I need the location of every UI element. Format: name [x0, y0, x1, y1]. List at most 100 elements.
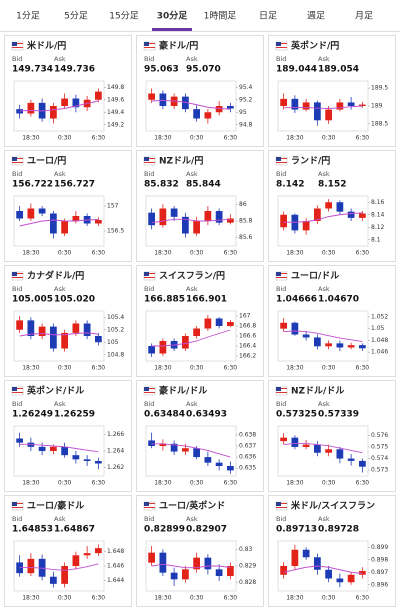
candle-body — [291, 98, 299, 110]
y-tick-label: 189.5 — [371, 85, 388, 92]
tab[interactable]: 15分足 — [109, 11, 138, 22]
moving-average-line — [283, 565, 363, 574]
bid-label: Bid — [144, 170, 154, 178]
tab[interactable]: 5分足 — [64, 11, 88, 22]
flag-part — [149, 158, 155, 159]
flag-part — [12, 272, 17, 276]
y-tick-label: 149.4 — [107, 109, 124, 116]
x-tick-label: 6:30 — [356, 480, 370, 487]
x-tick-label: 6:30 — [92, 365, 106, 372]
moving-average-line — [19, 100, 99, 112]
moving-average-line — [151, 99, 231, 110]
ask-label: Ask — [54, 400, 66, 408]
flag-part — [17, 503, 23, 504]
moving-average-line — [151, 563, 231, 569]
candle-body — [16, 320, 23, 330]
x-tick-label: 0:30 — [190, 365, 204, 372]
rate-card[interactable]: 豪ドル/円 Bid Ask 95.063 95.070 95.4 95.2 95 94.8 18:… — [136, 35, 264, 147]
candle-body — [336, 578, 344, 583]
candle-body — [204, 318, 212, 329]
candle-body — [325, 343, 332, 347]
ask-value: 1.04670 — [318, 295, 359, 305]
candle-body — [280, 566, 287, 575]
candle-body — [50, 576, 57, 584]
x-tick-label: 6:30 — [224, 135, 238, 142]
y-tick-label: 95.2 — [239, 96, 253, 103]
candle-body — [148, 440, 155, 446]
candle-body — [170, 443, 178, 452]
candle-body — [38, 208, 46, 214]
tab[interactable]: 1分足 — [16, 11, 40, 22]
candle-body — [159, 443, 167, 446]
y-tick-label: 149.8 — [107, 84, 124, 91]
bid-label: Bid — [12, 515, 22, 523]
flag-part — [144, 157, 149, 161]
candle-body — [336, 343, 344, 348]
flag-part — [144, 392, 155, 393]
ask-value: 0.63493 — [186, 410, 227, 420]
candle-body — [72, 555, 80, 566]
candle-body — [182, 96, 189, 110]
x-tick-label: 18:30 — [154, 480, 171, 487]
candle-body — [72, 455, 80, 460]
candle-body — [50, 213, 57, 234]
bid-label: Bid — [276, 400, 286, 408]
bid-label: Bid — [12, 285, 22, 293]
candle-body — [159, 208, 167, 226]
candle-body — [215, 318, 223, 326]
y-tick-label: 0.897 — [371, 569, 388, 576]
candle-body — [16, 438, 23, 443]
candle-body — [336, 102, 344, 110]
ask-label: Ask — [318, 515, 330, 523]
flag-part — [144, 47, 155, 48]
candle-body — [325, 569, 332, 579]
candle-body — [325, 202, 332, 209]
tab[interactable]: 1時間足 — [204, 11, 237, 22]
y-tick-label: 95.4 — [239, 84, 253, 91]
x-tick-label: 0:30 — [322, 365, 336, 372]
ask-label: Ask — [318, 55, 330, 63]
moving-average-line — [283, 212, 363, 223]
tab[interactable]: 30分足 — [152, 10, 192, 32]
candle-body — [359, 345, 366, 349]
candle-body — [336, 202, 344, 212]
x-tick-label: 0:30 — [322, 595, 336, 602]
flag-part — [144, 162, 155, 163]
y-tick-label: 188.5 — [371, 120, 388, 127]
tab[interactable]: 日足 — [259, 11, 277, 22]
ask-label: Ask — [54, 285, 66, 293]
flag-part — [276, 162, 287, 163]
ask-label: Ask — [186, 400, 198, 408]
tab[interactable]: 月足 — [355, 11, 373, 22]
y-tick-label: 105 — [107, 339, 119, 346]
candle-body — [159, 341, 167, 354]
y-tick-label: 0.573 — [371, 467, 388, 474]
candle-body — [227, 106, 234, 109]
y-tick-label: 1.648 — [107, 548, 124, 555]
candle-body — [193, 109, 200, 119]
rate-card[interactable]: ランド/円 Bid Ask 8.142 8.152 8.16 8.14 8.12 8.1 18:3… — [268, 150, 396, 262]
rate-card[interactable]: NZドル/円 Bid Ask 85.832 85.844 86 85.8 85.6 18:30 0… — [136, 150, 264, 262]
tab[interactable]: 週足 — [307, 11, 325, 22]
pair-title: ランド/円 — [291, 156, 330, 167]
y-tick-label: 105.2 — [107, 326, 124, 333]
candle-body — [215, 462, 223, 466]
moving-average-line — [19, 443, 99, 453]
x-tick-label: 18:30 — [286, 480, 303, 487]
candle-body — [280, 322, 287, 329]
candle-body — [148, 212, 155, 226]
bid-label: Bid — [144, 400, 154, 408]
y-tick-label: 0.574 — [371, 455, 388, 462]
